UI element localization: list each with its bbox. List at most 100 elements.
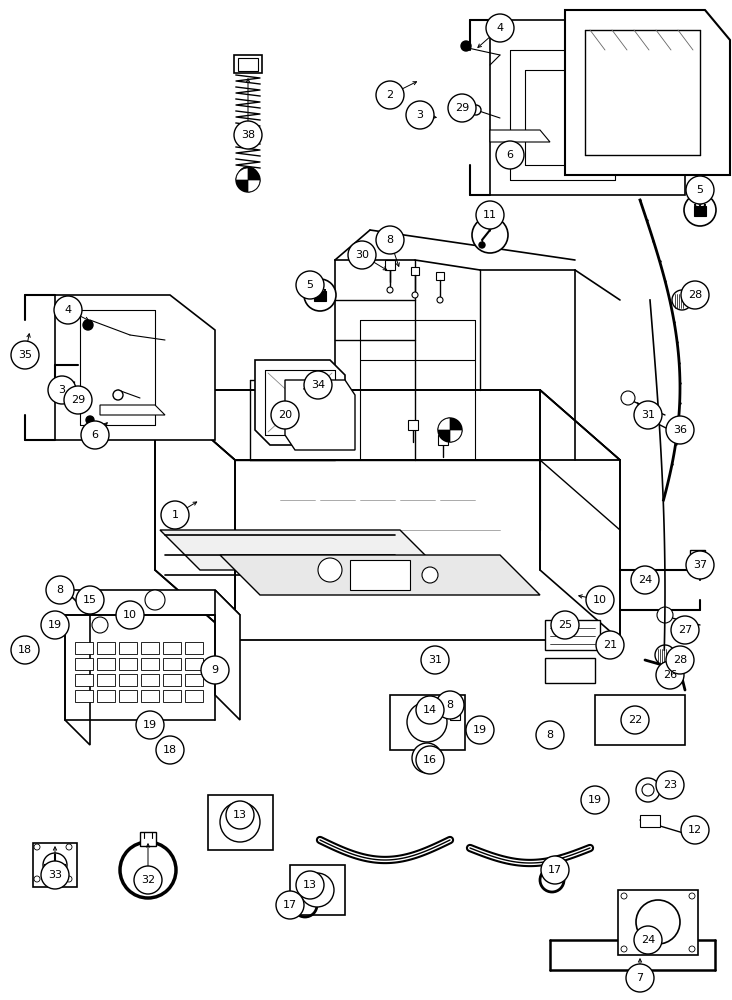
Circle shape <box>438 418 462 442</box>
Wedge shape <box>248 180 260 192</box>
Bar <box>545 620 600 650</box>
Circle shape <box>541 856 569 884</box>
Bar <box>545 658 595 683</box>
Circle shape <box>421 646 449 674</box>
Polygon shape <box>490 20 685 195</box>
Circle shape <box>586 586 614 614</box>
Circle shape <box>86 416 94 424</box>
Bar <box>97 690 115 702</box>
Text: 10: 10 <box>593 595 607 605</box>
Circle shape <box>46 576 74 604</box>
Circle shape <box>318 558 342 582</box>
Circle shape <box>472 217 508 253</box>
Circle shape <box>634 401 662 429</box>
Circle shape <box>581 786 609 814</box>
Text: 27: 27 <box>678 625 692 635</box>
Text: 6: 6 <box>92 430 99 440</box>
Text: 24: 24 <box>638 575 652 585</box>
Circle shape <box>271 401 299 429</box>
Circle shape <box>479 242 485 248</box>
Text: 29: 29 <box>71 395 85 405</box>
Circle shape <box>471 105 481 115</box>
Circle shape <box>436 691 464 719</box>
Bar <box>185 674 203 686</box>
Circle shape <box>83 320 93 330</box>
Polygon shape <box>220 555 540 595</box>
Polygon shape <box>155 390 235 640</box>
Circle shape <box>136 711 164 739</box>
Circle shape <box>48 376 76 404</box>
Circle shape <box>536 721 564 749</box>
Circle shape <box>304 279 336 311</box>
Text: 20: 20 <box>278 410 292 420</box>
Text: 17: 17 <box>548 865 562 875</box>
Polygon shape <box>155 390 620 460</box>
Polygon shape <box>285 380 355 450</box>
Circle shape <box>636 778 660 802</box>
Circle shape <box>686 551 714 579</box>
Wedge shape <box>236 168 248 180</box>
Circle shape <box>226 801 254 829</box>
Text: 15: 15 <box>83 595 97 605</box>
Circle shape <box>376 81 404 109</box>
Circle shape <box>236 168 260 192</box>
Bar <box>75 690 93 702</box>
Polygon shape <box>540 390 620 640</box>
Circle shape <box>11 341 39 369</box>
Bar <box>119 674 137 686</box>
Bar <box>290 865 345 915</box>
Text: 19: 19 <box>588 795 602 805</box>
Text: 3: 3 <box>59 385 65 395</box>
Circle shape <box>34 876 40 882</box>
Circle shape <box>406 101 434 129</box>
Text: 18: 18 <box>18 645 32 655</box>
Text: 8: 8 <box>447 700 454 710</box>
Text: 38: 38 <box>241 130 255 140</box>
Text: 6: 6 <box>507 150 514 160</box>
Circle shape <box>684 194 716 226</box>
Circle shape <box>656 771 684 799</box>
Text: 30: 30 <box>355 250 369 260</box>
Circle shape <box>672 290 692 310</box>
Bar <box>119 690 137 702</box>
Circle shape <box>656 661 684 689</box>
Circle shape <box>41 611 69 639</box>
Bar <box>350 560 410 590</box>
Polygon shape <box>490 130 550 142</box>
Bar <box>163 690 181 702</box>
Text: 31: 31 <box>641 410 655 420</box>
Text: 4: 4 <box>496 23 504 33</box>
Bar <box>163 658 181 670</box>
Circle shape <box>681 281 709 309</box>
Text: 29: 29 <box>455 103 469 113</box>
Text: 4: 4 <box>64 305 72 315</box>
Polygon shape <box>65 615 90 745</box>
Bar <box>141 690 159 702</box>
Text: 37: 37 <box>693 560 707 570</box>
Bar <box>140 832 156 846</box>
Circle shape <box>92 617 108 633</box>
Text: 35: 35 <box>18 350 32 360</box>
Circle shape <box>422 567 438 583</box>
Bar <box>141 674 159 686</box>
Bar <box>185 658 203 670</box>
Bar <box>33 843 77 887</box>
Circle shape <box>476 201 504 229</box>
Bar <box>75 674 93 686</box>
Wedge shape <box>450 430 462 442</box>
Text: 23: 23 <box>663 780 677 790</box>
Text: 25: 25 <box>558 620 572 630</box>
Bar <box>163 642 181 654</box>
Text: 36: 36 <box>673 425 687 435</box>
Polygon shape <box>255 360 345 445</box>
Text: 11: 11 <box>483 210 497 220</box>
Circle shape <box>296 271 324 299</box>
Bar <box>690 550 705 575</box>
Text: 5: 5 <box>307 280 313 290</box>
Text: 28: 28 <box>688 290 702 300</box>
Text: 7: 7 <box>636 973 643 983</box>
Polygon shape <box>215 590 240 720</box>
Circle shape <box>416 746 444 774</box>
Circle shape <box>551 611 579 639</box>
Circle shape <box>412 743 442 773</box>
